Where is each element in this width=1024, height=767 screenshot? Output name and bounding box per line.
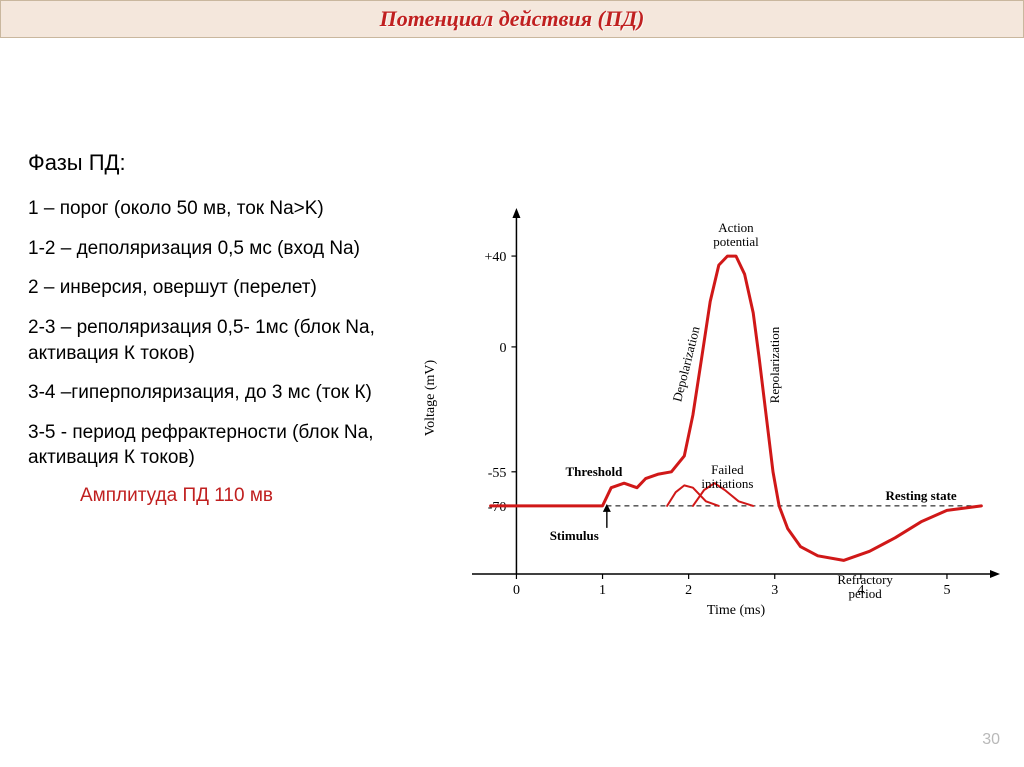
svg-text:+40: +40 [485, 250, 507, 265]
svg-text:period: period [849, 586, 883, 601]
svg-text:Failed: Failed [711, 462, 744, 477]
svg-text:0: 0 [513, 583, 520, 598]
phase-item: 2-3 – реполяризация 0,5- 1мс (блок Na, а… [28, 315, 408, 366]
phase-item: 3-5 - период рефрактерности (блок Na, ак… [28, 420, 408, 471]
phase-item: 3-4 –гиперполяризация, до 3 мс (ток К) [28, 380, 408, 406]
svg-text:Repolarization: Repolarization [767, 326, 782, 403]
phases-heading: Фазы ПД: [28, 150, 408, 176]
svg-text:0: 0 [499, 341, 506, 356]
svg-text:Threshold: Threshold [566, 464, 624, 479]
phases-text-block: Фазы ПД: 1 – порог (около 50 мв, ток Na>… [28, 150, 408, 507]
svg-text:Refractory: Refractory [837, 572, 893, 587]
svg-text:Resting state: Resting state [886, 488, 957, 503]
phase-item: 2 – инверсия, овершут (перелет) [28, 275, 408, 301]
svg-text:initiations: initiations [701, 476, 753, 491]
title-bar: Потенциал действия (ПД) [0, 0, 1024, 38]
action-potential-chart: +400-55-70012345Time (ms)Voltage (mV)Act… [418, 202, 1008, 622]
page-title: Потенциал действия (ПД) [380, 6, 645, 32]
svg-text:Time (ms): Time (ms) [707, 603, 766, 618]
svg-text:potential: potential [713, 234, 759, 249]
svg-text:Stimulus: Stimulus [550, 528, 599, 543]
svg-text:Voltage (mV): Voltage (mV) [423, 359, 438, 436]
svg-text:5: 5 [943, 583, 950, 598]
svg-text:2: 2 [685, 583, 692, 598]
svg-text:-55: -55 [488, 466, 507, 481]
phase-item: 1-2 – деполяризация 0,5 мс (вход Na) [28, 236, 408, 262]
svg-text:1: 1 [599, 583, 606, 598]
svg-text:3: 3 [771, 583, 778, 598]
phase-item: 1 – порог (около 50 мв, ток Na>K) [28, 196, 408, 222]
svg-text:Action: Action [718, 220, 754, 235]
page-number: 30 [982, 731, 1000, 749]
amplitude-text: Амплитуда ПД 110 мв [80, 485, 408, 507]
